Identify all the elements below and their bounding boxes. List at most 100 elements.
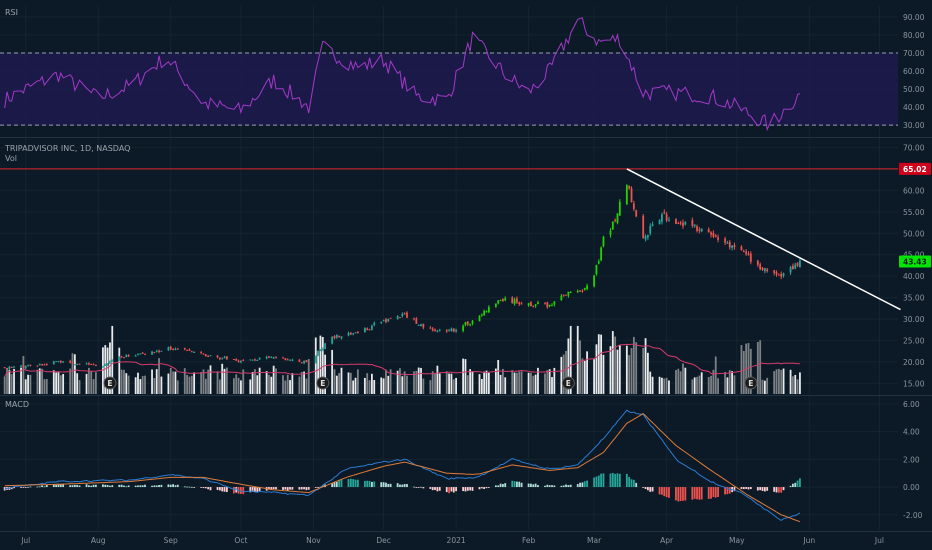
volume-bar (256, 375, 259, 394)
volume-bar (270, 376, 273, 394)
candle (429, 326, 432, 329)
candle (406, 311, 408, 319)
candle-body (270, 357, 273, 359)
candle (265, 355, 268, 360)
candle (609, 228, 612, 238)
candle-body (78, 363, 81, 365)
macd-histogram-bar (141, 485, 144, 488)
volume-bar (319, 335, 322, 394)
candle (583, 287, 586, 291)
volume-bar (562, 354, 565, 394)
macd-histogram-bar (485, 487, 488, 489)
volume-bar (94, 372, 97, 394)
candle (368, 328, 371, 331)
macd-histogram-bar (747, 487, 750, 490)
candle (691, 217, 694, 228)
candle (338, 335, 341, 338)
candle-body (76, 363, 79, 365)
macd-histogram-bar (707, 487, 710, 499)
volume-bar (448, 373, 450, 394)
candle-body (139, 353, 142, 355)
candle-body (511, 297, 514, 304)
volume-bar (422, 378, 425, 394)
volume-bar (92, 379, 95, 394)
volume-bar (137, 372, 139, 394)
volume-bar (186, 374, 189, 394)
macd-histogram-bar (445, 487, 448, 493)
candle-body (733, 245, 736, 248)
macd-histogram-bar (609, 473, 612, 488)
macd-histogram-bar (710, 487, 712, 499)
candle-body (698, 229, 701, 231)
volume-bar (520, 371, 523, 394)
macd-histogram-bar (176, 484, 179, 488)
candle (696, 224, 698, 233)
volume-bar (55, 372, 58, 394)
candle (733, 242, 736, 250)
candle-body (225, 356, 228, 360)
candle-body (291, 359, 294, 361)
volume-bar (747, 343, 750, 394)
candle-body (478, 315, 481, 322)
candle-body (618, 201, 621, 216)
volume-bar (632, 336, 635, 394)
candle (87, 362, 90, 366)
macd-histogram-bar (123, 485, 125, 488)
candle (480, 313, 483, 317)
candle (190, 350, 193, 353)
candle-body (324, 343, 327, 350)
macd-histogram-bar (642, 487, 645, 488)
macd-histogram-bar (684, 487, 687, 501)
candle-body (712, 232, 715, 237)
candle (272, 356, 275, 359)
price-tick-label: 40.00 (903, 272, 925, 281)
candle-body (597, 261, 600, 264)
volume-bar (682, 363, 684, 394)
volume-bar (385, 369, 387, 394)
volume-bar (696, 376, 698, 394)
candle-body (745, 251, 748, 254)
volume-bar (265, 371, 268, 394)
candle-body (415, 318, 418, 324)
price-tick-label: 20.00 (903, 358, 925, 367)
macd-histogram-bar (204, 487, 207, 489)
candle (202, 353, 205, 355)
candle (57, 360, 60, 363)
macd-histogram-bar (794, 482, 797, 488)
candle (193, 351, 196, 353)
macd-histogram-bar (565, 484, 567, 488)
candle-body (773, 270, 776, 273)
candle-body (546, 302, 549, 308)
candle (106, 363, 109, 367)
candle (314, 355, 317, 364)
candle-body (661, 214, 663, 222)
candle-body (777, 274, 780, 276)
candle-body (24, 365, 27, 369)
volume-bar (537, 367, 539, 394)
macd-histogram-bar (581, 482, 584, 488)
candle (349, 332, 352, 336)
macd-histogram-bar (85, 484, 88, 488)
candle-body (436, 331, 439, 333)
macd-histogram-bar (438, 487, 441, 491)
candle (167, 346, 170, 351)
volume-bar (646, 352, 649, 394)
candle-body (111, 360, 114, 362)
macd-histogram-bar (188, 486, 191, 488)
volume-bar (635, 342, 638, 394)
volume-bar (532, 375, 535, 394)
macd-histogram-bar (286, 487, 289, 491)
macd-histogram-bar (160, 484, 163, 488)
candle-body (682, 222, 684, 227)
time-tick-label: Jul (20, 536, 30, 545)
macd-histogram-bar (305, 487, 308, 491)
macd-histogram-bar (333, 482, 336, 488)
macd-histogram-bar (94, 484, 97, 488)
candle-body (562, 294, 565, 296)
volume-bar (551, 377, 553, 394)
candle (223, 355, 226, 359)
volume-bar (661, 377, 663, 394)
volume-bar (300, 371, 303, 394)
candle-body (317, 350, 320, 356)
candle-body (494, 303, 497, 307)
